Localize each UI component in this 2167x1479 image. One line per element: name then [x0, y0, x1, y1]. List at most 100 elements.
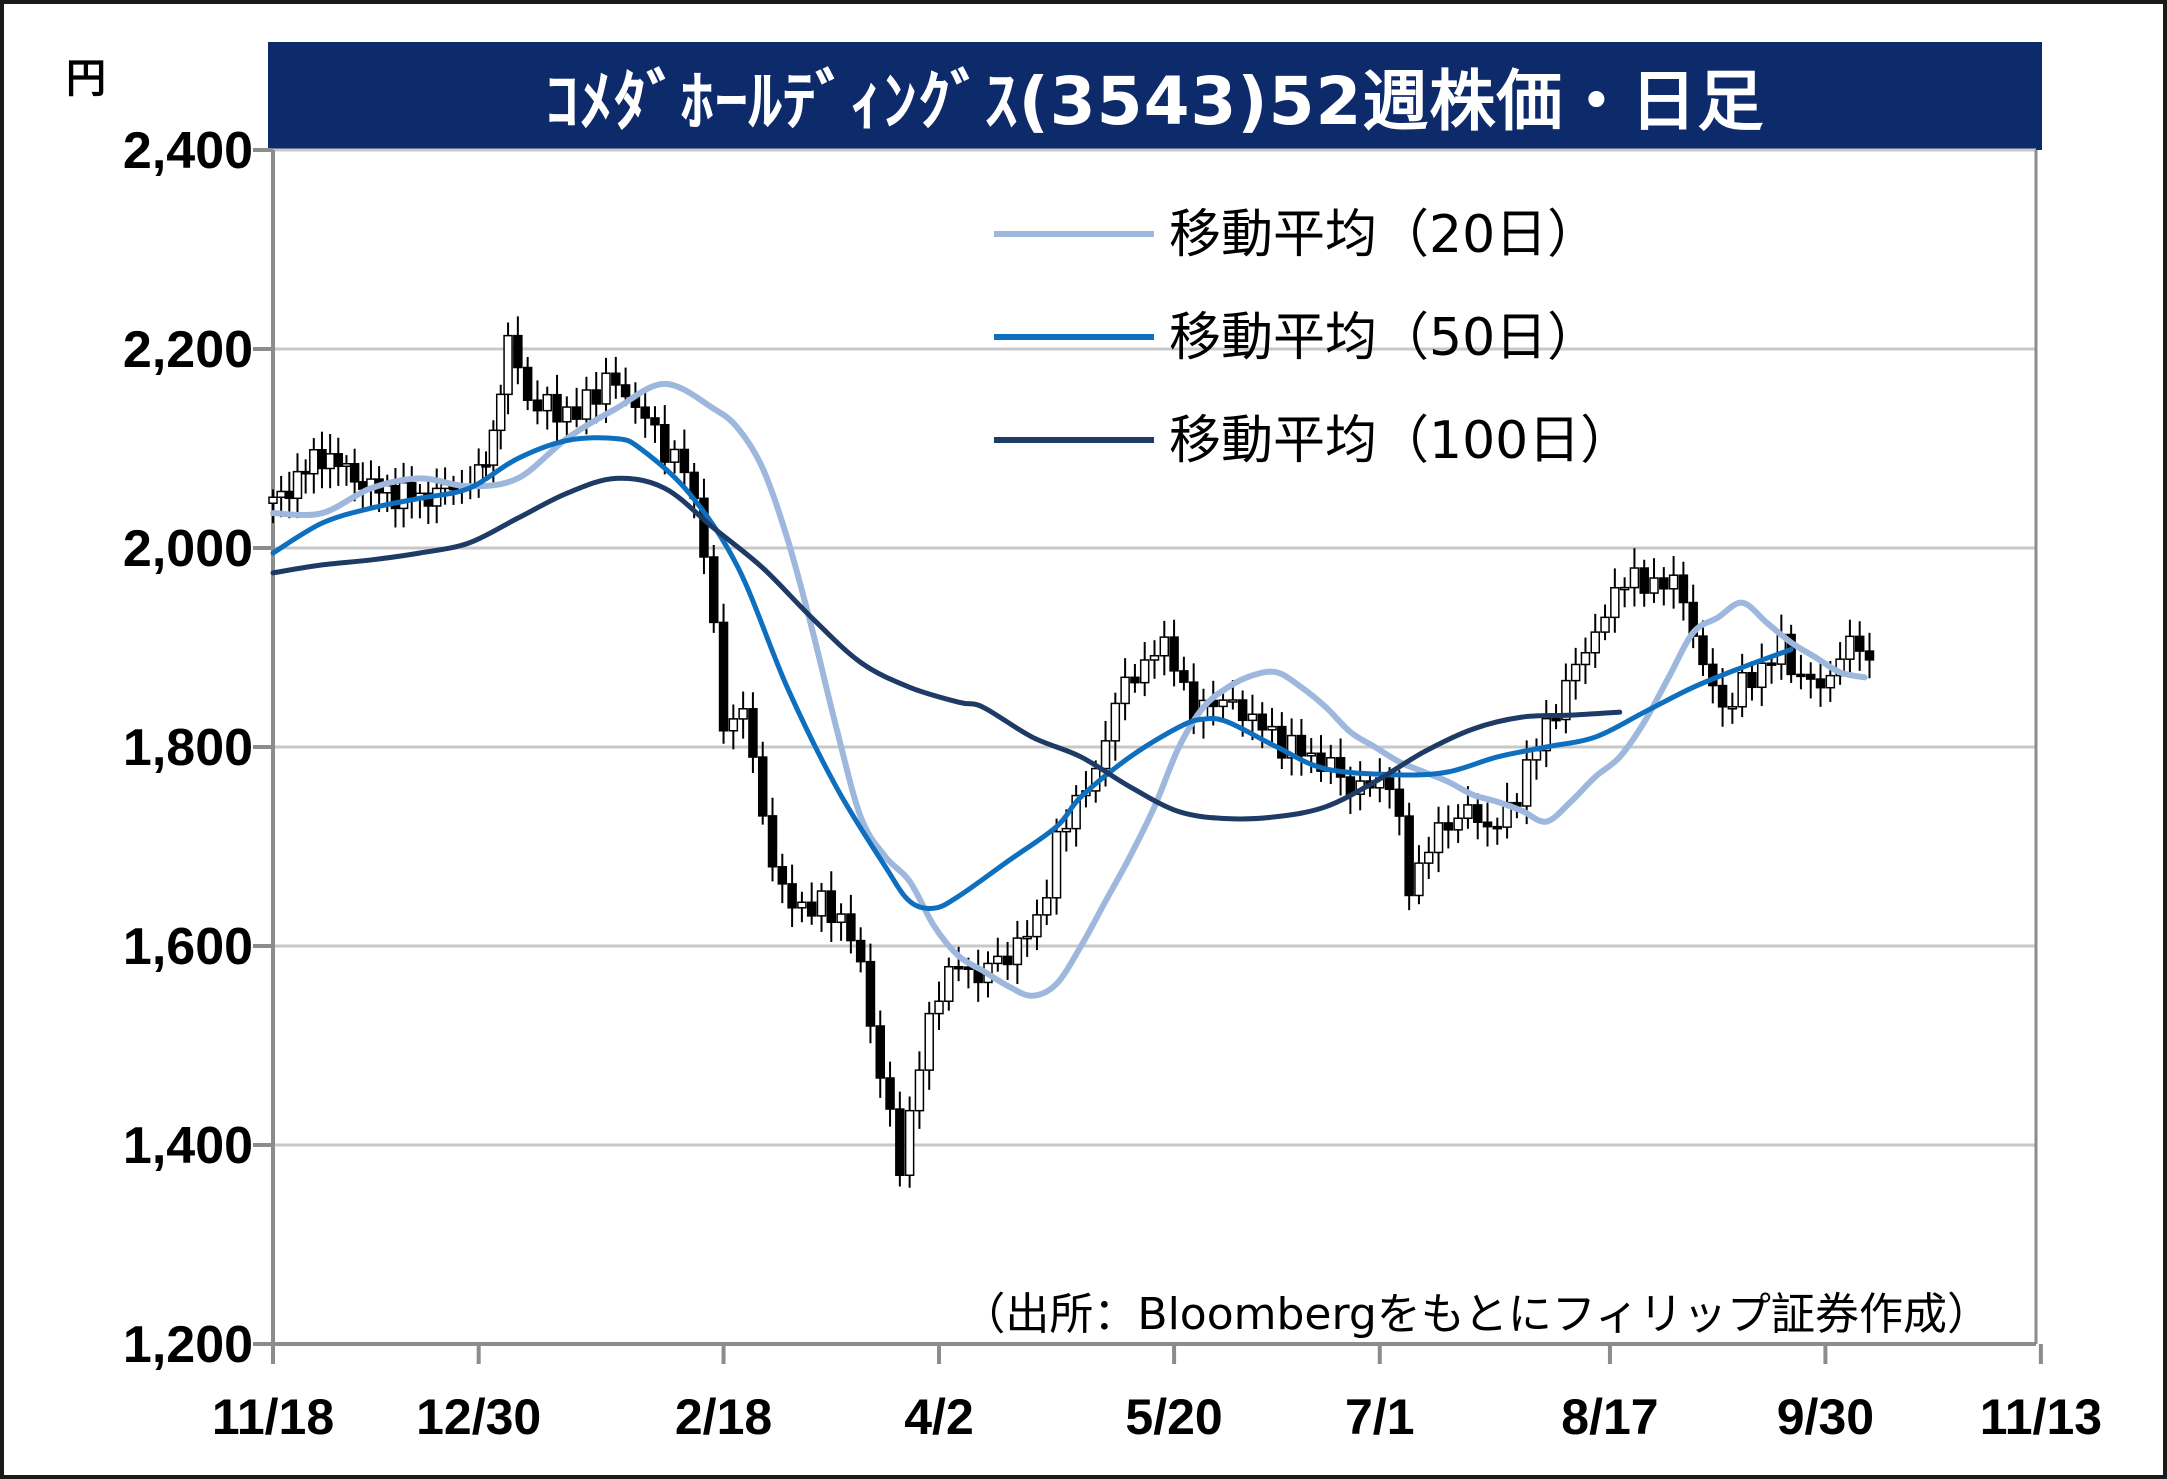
x-tick-label: 7/1 [1345, 1389, 1415, 1445]
x-tick-label: 2/18 [675, 1389, 772, 1445]
y-tick-label: 2,000 [123, 520, 253, 578]
candle-body [1472, 804, 1483, 823]
candle-body [846, 913, 856, 942]
candle-body [1218, 699, 1228, 708]
candle-body [640, 406, 650, 419]
candle-body [1659, 577, 1669, 590]
candle-body [1570, 663, 1581, 682]
candle-body [679, 448, 690, 474]
candle-body [341, 463, 352, 468]
candle-body [1531, 749, 1542, 761]
candle-body [1179, 670, 1189, 683]
candle-body [1737, 671, 1747, 708]
candle-body [1854, 635, 1865, 652]
candle-body [581, 389, 592, 420]
candle-body [1306, 752, 1316, 757]
candle-body [728, 718, 739, 732]
candle-body [1228, 699, 1238, 703]
candle-body [806, 901, 817, 917]
candle-body [1443, 822, 1454, 831]
x-tick-label: 4/2 [904, 1389, 974, 1445]
candle-body [532, 399, 543, 412]
candle-body [1521, 759, 1532, 807]
candle-body [748, 708, 758, 758]
candle-body [1316, 752, 1326, 772]
grid-lines [273, 148, 2036, 1147]
candle-body [1678, 574, 1689, 604]
chart-title: ｺﾒﾀﾞﾎｰﾙﾃﾞｨﾝｸﾞｽ(3543)52週株価・日足 [268, 42, 2042, 150]
candle-body [1668, 574, 1679, 590]
candle-body [777, 866, 788, 885]
candle-body [895, 1108, 905, 1177]
candle-body [953, 965, 964, 970]
candle-body [757, 756, 768, 817]
candle-body [1580, 651, 1591, 666]
candle-body [1022, 935, 1032, 940]
candle-body [1423, 851, 1434, 864]
candle-body [1590, 631, 1600, 654]
candle-body [1629, 567, 1640, 589]
candle-body [1394, 788, 1405, 817]
candle-body [1541, 717, 1552, 752]
candle-body [1404, 815, 1414, 897]
candle-body [1619, 586, 1630, 591]
candle-body [709, 556, 719, 624]
y-tick-label: 1,600 [123, 918, 253, 976]
candle-body [1032, 914, 1042, 938]
candle-body [522, 366, 533, 401]
x-tick-label: 11/13 [1980, 1389, 2102, 1445]
candle-body [1864, 650, 1875, 661]
chart-svg: 1,200 1,400 1,600 1,800 2,000 2,200 2,400 11/1… [123, 122, 2102, 1445]
series-line-ma100 [270, 475, 1623, 822]
legend: 移動平均（20日） 移動平均（50日） 移動平均（100日） [994, 205, 1632, 471]
candle-body [924, 1012, 934, 1071]
candle-body [292, 470, 303, 500]
candle-body [1061, 827, 1072, 833]
candle-body [1433, 822, 1444, 854]
candle-body [767, 815, 778, 868]
candle-body [1805, 673, 1816, 680]
candle-body [1169, 636, 1179, 672]
candle-body [1110, 702, 1121, 742]
candle-body [601, 372, 611, 405]
candle-body [1012, 937, 1023, 966]
candle-body [488, 429, 499, 466]
candle-body [944, 965, 954, 1003]
candle-body [325, 453, 335, 470]
moving-average-lines [270, 380, 1868, 999]
legend-label-ma50: 移動平均（50日） [1169, 308, 1599, 368]
candle-body [300, 470, 311, 475]
candle-body [1002, 955, 1013, 966]
y-tick-label: 2,200 [123, 321, 253, 379]
series-line-ma20 [270, 380, 1868, 999]
y-tick-label: 1,200 [123, 1316, 253, 1374]
candle-body [787, 883, 797, 909]
candle-body [855, 939, 866, 963]
candle-body [1100, 740, 1111, 770]
candle-body [904, 1109, 915, 1177]
candle-body [1463, 804, 1473, 819]
candle-body [1698, 635, 1708, 666]
candle-body [1042, 897, 1052, 916]
candle-body [503, 334, 513, 396]
candle-body [481, 464, 491, 468]
candle-body [1825, 674, 1836, 689]
y-axis-ticks: 1,200 1,400 1,600 1,800 2,000 2,200 2,400 [123, 122, 273, 1374]
candle-body [1551, 717, 1561, 722]
candle-body [268, 496, 278, 504]
candle-body [1159, 636, 1170, 657]
candle-body [826, 890, 837, 924]
candle-body [284, 490, 295, 500]
candle-body [349, 463, 360, 483]
candle-body [1139, 659, 1150, 684]
candle-body [398, 481, 409, 510]
candle-body [562, 406, 572, 423]
x-tick-label: 5/20 [1125, 1389, 1222, 1445]
candle-body [650, 417, 660, 426]
candle-body [738, 708, 748, 720]
candle-body [1757, 662, 1767, 689]
candle-body [1071, 794, 1081, 830]
candle-body [1149, 655, 1160, 661]
candle-body [1286, 734, 1297, 759]
